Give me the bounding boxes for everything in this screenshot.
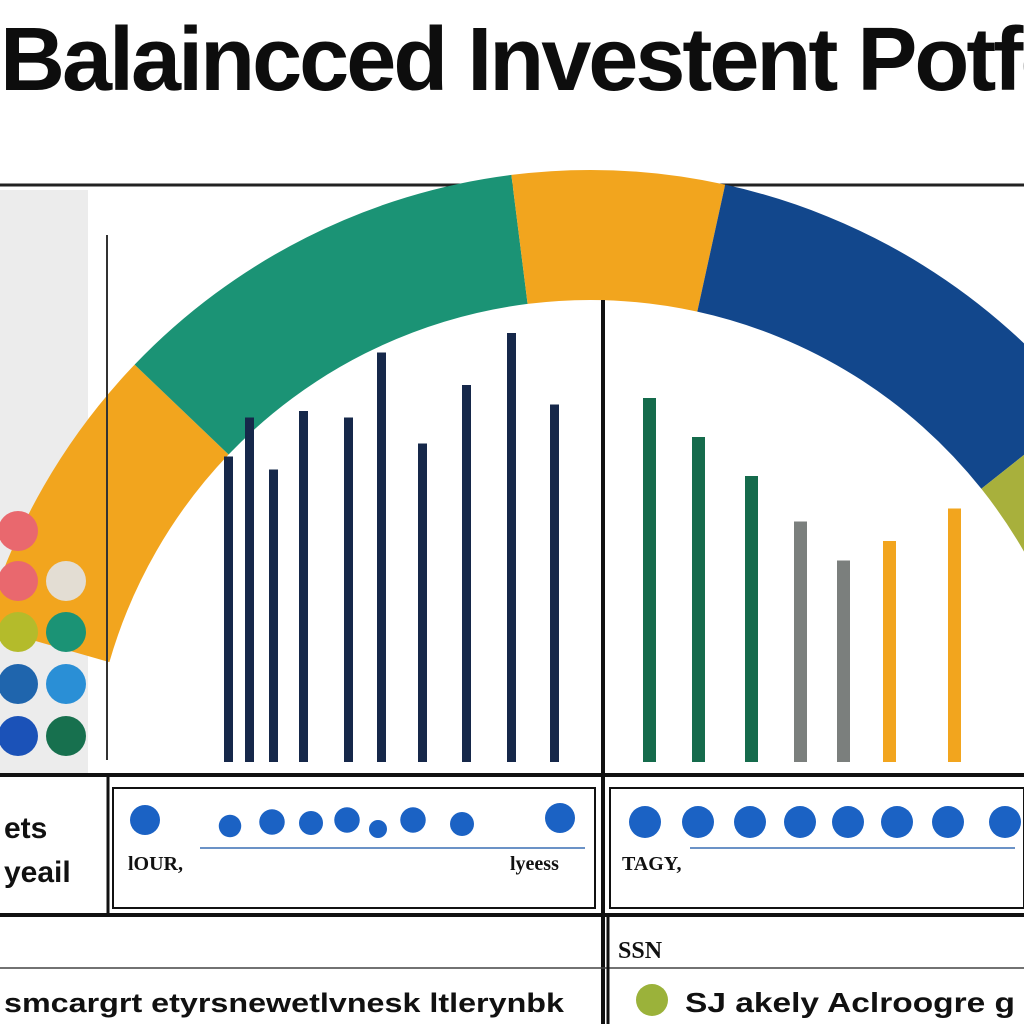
strip-left-end-label: lyeess: [510, 853, 559, 875]
chart-title: Balaincced Investent Potfo: [0, 10, 1024, 110]
strip-box-left: [112, 787, 596, 909]
left-bar-1: [224, 456, 233, 762]
right-bar-3: [745, 476, 758, 762]
strip-right-dot-4: [784, 806, 816, 838]
strip-right-dot-5: [832, 806, 864, 838]
left-bar-6: [377, 352, 386, 762]
legend-dot-4-1: [0, 664, 38, 704]
strip-left-dot-9: [545, 803, 575, 833]
legend-dot-5-1: [0, 716, 38, 756]
legend-dot-2-1: [0, 561, 38, 601]
left-bar-2: [245, 417, 254, 762]
footer-left-text: smcargrt etyrsnewetlvnesk ltlerynbk: [4, 988, 565, 1018]
legend-dot-3-2: [46, 612, 86, 652]
strip-box-right: [609, 787, 1024, 909]
strip-right-dot-3: [734, 806, 766, 838]
strip-left-dot-2: [218, 814, 242, 838]
strip-right-dot-2: [682, 806, 714, 838]
legend-dot-group: [0, 511, 86, 756]
left-bar-4: [299, 411, 308, 762]
legend-dot-1-1: [0, 511, 38, 551]
strip-left-dots: [130, 803, 575, 838]
left-bar-5: [344, 417, 353, 762]
right-bar-2: [692, 437, 705, 762]
sidebar-label-1: ets: [4, 812, 47, 845]
strip-right-dot-6: [881, 806, 913, 838]
strip-left-dot-7: [400, 807, 426, 833]
strip-right-dot-1: [629, 806, 661, 838]
strip-right-dot-7: [932, 806, 964, 838]
right-bar-4: [794, 521, 807, 762]
legend-dot-4-2: [46, 664, 86, 704]
strip-left-start-label: lOUR,: [128, 853, 183, 875]
right-bar-5: [837, 560, 850, 762]
left-bar-group: [224, 333, 559, 762]
gauge-segment-3: [511, 170, 726, 312]
sidebar-label-2: yeail: [4, 856, 71, 889]
gauge-segment-2: [134, 174, 528, 455]
legend-dot-3-1: [0, 612, 38, 652]
legend-dot-2-2: [46, 561, 86, 601]
left-bar-7: [418, 443, 427, 762]
footer-right-bullet: [636, 984, 668, 1016]
left-bar-3: [269, 469, 278, 762]
left-bar-10: [550, 404, 559, 762]
right-bar-6: [883, 541, 896, 762]
strip-left-dot-8: [450, 812, 474, 836]
gauge-segment-4: [697, 184, 1024, 489]
right-bar-group: [643, 398, 961, 762]
strip-right-start-label: TAGY,: [622, 853, 681, 875]
strip-left-dot-5: [334, 807, 360, 833]
strip-right-dots: [629, 806, 1021, 838]
strip-right-dot-8: [989, 806, 1021, 838]
left-bar-9: [507, 333, 516, 762]
footer-right-text: SJ akely Aclroogre g: [685, 987, 1015, 1018]
footer-right-header: SSN: [618, 938, 663, 964]
strip-left-dot-1: [130, 805, 160, 835]
right-bar-7: [948, 508, 961, 762]
legend-dot-5-2: [46, 716, 86, 756]
strip-left-dot-4: [299, 811, 323, 835]
gauge-segment-5: [981, 454, 1024, 552]
strip-left-dot-6: [369, 820, 387, 838]
strip-left-dot-3: [259, 809, 285, 835]
left-bar-8: [462, 385, 471, 762]
right-bar-1: [643, 398, 656, 762]
